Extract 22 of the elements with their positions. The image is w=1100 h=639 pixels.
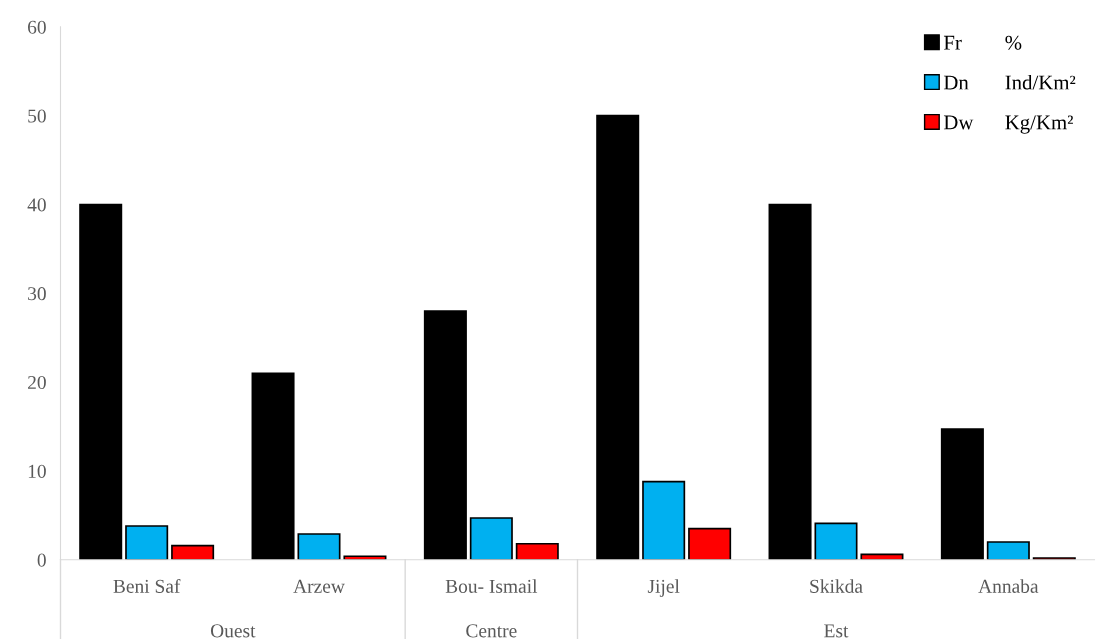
y-tick-label: 0 (37, 553, 46, 567)
x-tick-label: Skikda (810, 579, 863, 593)
annotation: Ind/Km² (1005, 74, 1076, 90)
legend-label: Dn (943, 75, 969, 90)
annotation: % (1005, 35, 1022, 50)
text: Ouest (210, 624, 256, 638)
y-tick-label: 50 (28, 109, 46, 123)
y-tick-label: 60 (28, 20, 46, 34)
text: Est (824, 624, 849, 638)
x-tick-label: Beni Saf (113, 579, 181, 593)
x-tick-label: Bou- Ismail (445, 579, 538, 593)
x-tick-label: Annaba (978, 579, 1039, 593)
text: Centre (466, 624, 517, 638)
y-tick-label: 40 (27, 198, 46, 212)
annotation: Kg/Km² (1005, 115, 1073, 134)
legend-label: Fr (943, 35, 962, 50)
y-tick-label: 10 (28, 464, 46, 478)
y-tick-label: 20 (28, 375, 46, 390)
x-tick-label: Jijel (647, 579, 680, 597)
legend-label: Dw (943, 115, 974, 130)
y-tick-label: 30 (28, 287, 46, 301)
x-tick-label: Arzew (293, 579, 345, 593)
